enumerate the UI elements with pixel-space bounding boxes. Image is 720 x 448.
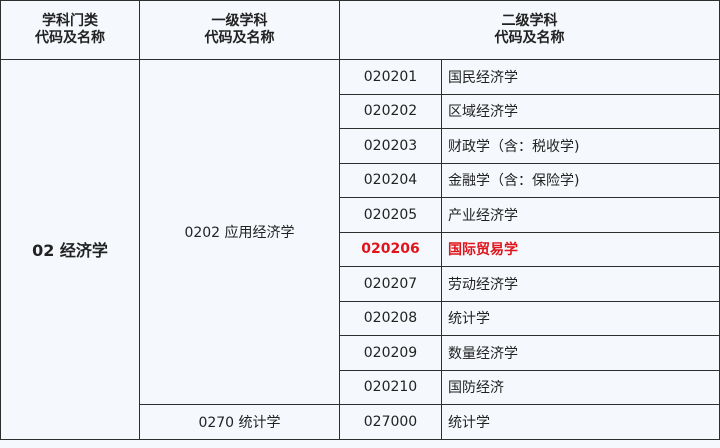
table-row: 020207 劳动经济学 bbox=[1, 266, 720, 302]
name-cell: 区域经济学 bbox=[441, 93, 720, 129]
header-text: 代码及名称 bbox=[204, 30, 275, 46]
name-cell: 产业经济学 bbox=[441, 197, 720, 233]
table-row: 020205 产业经济学 bbox=[1, 197, 720, 233]
name-cell: 劳动经济学 bbox=[441, 266, 720, 302]
name-cell: 财政学（含：税收学) bbox=[441, 128, 720, 164]
code-cell: 020207 bbox=[339, 266, 442, 302]
code-cell: 020204 bbox=[339, 162, 442, 198]
table-row: 020209 数量经济学 bbox=[1, 335, 720, 371]
table-row-highlighted: 020206 国际贸易学 bbox=[1, 231, 720, 267]
header-first-level: 一级学科 代码及名称 bbox=[139, 0, 340, 60]
header-text: 二级学科 bbox=[501, 13, 558, 29]
code-cell: 027000 bbox=[339, 404, 442, 440]
code-cell: 020206 bbox=[339, 231, 442, 267]
code-cell: 020202 bbox=[339, 93, 442, 129]
table-row: 02 经济学 0202 应用经济学 020201 国民经济学 bbox=[0, 59, 720, 440]
code-cell: 020201 bbox=[339, 59, 442, 95]
header-text: 学科门类 bbox=[42, 13, 98, 29]
table-row: 020202 区域经济学 bbox=[1, 93, 720, 129]
name-cell: 金融学（含：保险学) bbox=[441, 162, 720, 198]
first-level-cell: 0202 应用经济学 bbox=[139, 59, 340, 405]
header-text: 一级学科 bbox=[211, 13, 268, 29]
name-cell: 统计学 bbox=[441, 300, 720, 336]
name-cell: 数量经济学 bbox=[441, 335, 720, 371]
table-row: 020208 统计学 bbox=[1, 300, 720, 336]
header-text: 代码及名称 bbox=[494, 30, 565, 46]
name-cell: 国际贸易学 bbox=[441, 231, 720, 267]
name-cell: 国防经济 bbox=[441, 369, 720, 405]
code-cell: 020203 bbox=[339, 128, 442, 164]
header-category: 学科门类 代码及名称 bbox=[0, 0, 140, 60]
code-cell: 020208 bbox=[339, 300, 442, 336]
name-cell: 统计学 bbox=[441, 404, 720, 440]
name-cell: 国民经济学 bbox=[441, 59, 720, 95]
table-row: 020203 财政学（含：税收学) bbox=[1, 128, 720, 164]
header-text: 代码及名称 bbox=[35, 30, 105, 46]
header-row: 学科门类 代码及名称 一级学科 代码及名称 二级学科 代码及名称 bbox=[0, 0, 720, 60]
category-cell: 02 经济学 bbox=[0, 59, 140, 440]
code-cell: 020209 bbox=[339, 335, 442, 371]
table-row: 0270 统计学 027000 统计学 bbox=[1, 404, 720, 440]
code-cell: 020205 bbox=[339, 197, 442, 233]
code-cell: 020210 bbox=[339, 369, 442, 405]
table-row: 020204 金融学（含：保险学) bbox=[1, 162, 720, 198]
first-level-cell: 0270 统计学 bbox=[139, 404, 340, 440]
header-second-level: 二级学科 代码及名称 bbox=[339, 0, 720, 60]
